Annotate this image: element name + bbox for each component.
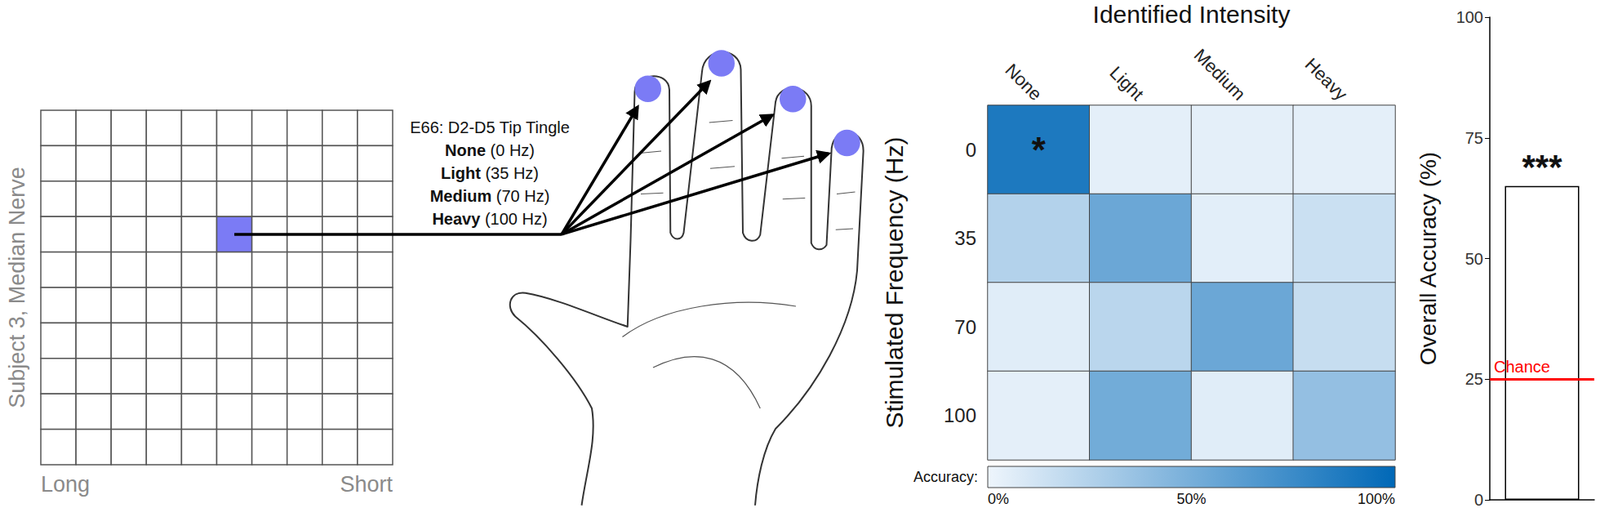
svg-text:75: 75	[1465, 128, 1484, 147]
svg-text:Accuracy:: Accuracy:	[913, 468, 978, 485]
svg-text:Medium: Medium	[1190, 44, 1250, 105]
svg-text:100: 100	[1456, 8, 1484, 27]
svg-text:25: 25	[1465, 369, 1484, 388]
svg-text:Identified Intensity: Identified Intensity	[1093, 0, 1291, 28]
svg-text:***: ***	[1521, 147, 1563, 187]
svg-text:Short: Short	[339, 471, 393, 497]
svg-text:100%: 100%	[1357, 490, 1396, 507]
svg-text:Subject 3, Median Nerve: Subject 3, Median Nerve	[4, 166, 30, 409]
svg-text:Heavy: Heavy	[1301, 53, 1352, 105]
svg-text:None (0 Hz): None (0 Hz)	[444, 141, 535, 160]
svg-text:0%: 0%	[987, 490, 1009, 507]
svg-text:Light: Light	[1106, 62, 1148, 104]
svg-text:35: 35	[954, 226, 977, 249]
svg-text:Stimulated Frequency (Hz): Stimulated Frequency (Hz)	[880, 137, 908, 429]
svg-text:50%: 50%	[1176, 490, 1206, 507]
svg-text:70: 70	[954, 315, 977, 338]
svg-text:E66: D2-D5 Tip Tingle: E66: D2-D5 Tip Tingle	[409, 118, 570, 137]
svg-text:0: 0	[965, 138, 977, 161]
svg-text:50: 50	[1465, 249, 1484, 268]
svg-text:0: 0	[1474, 490, 1484, 509]
svg-text:Overall Accuracy (%): Overall Accuracy (%)	[1415, 151, 1441, 365]
svg-text:Heavy (100 Hz): Heavy (100 Hz)	[431, 209, 547, 228]
svg-text:Long: Long	[40, 471, 90, 497]
svg-text:Light (35 Hz): Light (35 Hz)	[440, 164, 539, 183]
svg-text:Medium (70 Hz): Medium (70 Hz)	[430, 186, 551, 205]
svg-text:*: *	[1031, 129, 1047, 170]
svg-text:Chance: Chance	[1493, 357, 1551, 376]
svg-text:None: None	[1000, 59, 1046, 105]
svg-text:100: 100	[943, 404, 977, 427]
